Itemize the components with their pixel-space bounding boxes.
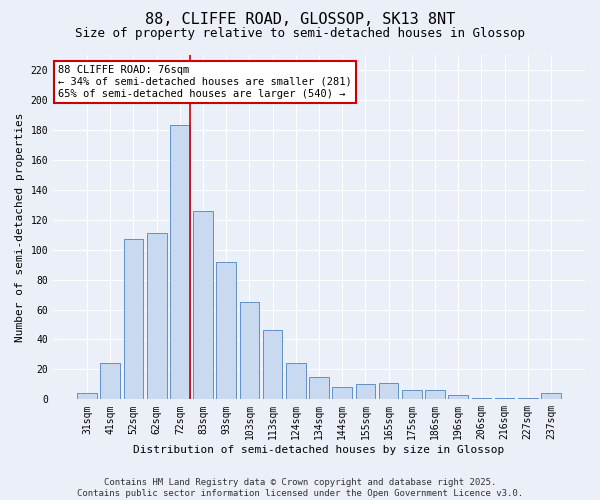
X-axis label: Distribution of semi-detached houses by size in Glossop: Distribution of semi-detached houses by … xyxy=(133,445,505,455)
Bar xyxy=(495,398,514,400)
Bar xyxy=(309,377,329,400)
Bar xyxy=(356,384,375,400)
Bar xyxy=(170,126,190,400)
Bar xyxy=(541,394,561,400)
Bar xyxy=(217,262,236,400)
Bar xyxy=(77,394,97,400)
Bar xyxy=(100,364,120,400)
Bar xyxy=(472,398,491,400)
Y-axis label: Number of semi-detached properties: Number of semi-detached properties xyxy=(15,112,25,342)
Text: Size of property relative to semi-detached houses in Glossop: Size of property relative to semi-detach… xyxy=(75,28,525,40)
Bar xyxy=(332,388,352,400)
Bar xyxy=(518,398,538,400)
Text: 88 CLIFFE ROAD: 76sqm
← 34% of semi-detached houses are smaller (281)
65% of sem: 88 CLIFFE ROAD: 76sqm ← 34% of semi-deta… xyxy=(58,66,352,98)
Bar xyxy=(147,233,167,400)
Bar xyxy=(379,383,398,400)
Bar xyxy=(263,330,283,400)
Bar xyxy=(239,302,259,400)
Bar xyxy=(425,390,445,400)
Bar xyxy=(193,210,213,400)
Bar xyxy=(402,390,422,400)
Bar xyxy=(124,239,143,400)
Text: Contains HM Land Registry data © Crown copyright and database right 2025.
Contai: Contains HM Land Registry data © Crown c… xyxy=(77,478,523,498)
Bar xyxy=(448,395,468,400)
Bar xyxy=(286,364,305,400)
Text: 88, CLIFFE ROAD, GLOSSOP, SK13 8NT: 88, CLIFFE ROAD, GLOSSOP, SK13 8NT xyxy=(145,12,455,28)
